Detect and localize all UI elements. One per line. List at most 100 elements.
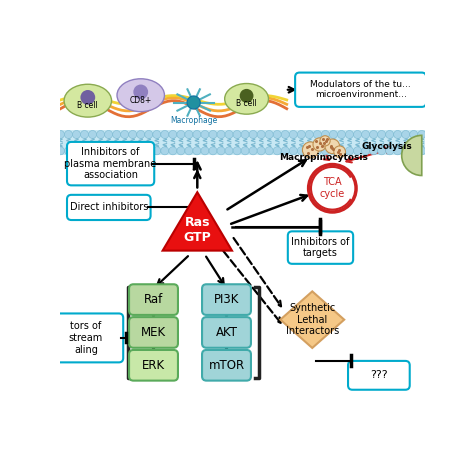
Circle shape bbox=[297, 147, 305, 155]
Circle shape bbox=[81, 90, 95, 105]
FancyBboxPatch shape bbox=[67, 195, 151, 220]
Circle shape bbox=[137, 130, 145, 138]
FancyBboxPatch shape bbox=[288, 231, 353, 264]
Circle shape bbox=[217, 130, 225, 138]
Circle shape bbox=[321, 130, 329, 138]
Text: B cell: B cell bbox=[77, 101, 98, 110]
Circle shape bbox=[410, 130, 418, 138]
Text: Macropinocytosis: Macropinocytosis bbox=[279, 153, 368, 162]
Circle shape bbox=[281, 147, 289, 155]
Circle shape bbox=[153, 147, 161, 155]
FancyBboxPatch shape bbox=[202, 350, 251, 381]
Circle shape bbox=[386, 130, 394, 138]
Circle shape bbox=[89, 147, 97, 155]
Circle shape bbox=[137, 147, 145, 155]
Circle shape bbox=[297, 130, 305, 138]
FancyBboxPatch shape bbox=[348, 361, 410, 390]
Circle shape bbox=[177, 147, 185, 155]
Polygon shape bbox=[280, 292, 344, 348]
Wedge shape bbox=[401, 136, 422, 175]
Text: Glycolysis: Glycolysis bbox=[362, 142, 412, 151]
Circle shape bbox=[169, 130, 177, 138]
Circle shape bbox=[378, 147, 386, 155]
Circle shape bbox=[121, 130, 128, 138]
Ellipse shape bbox=[117, 79, 164, 112]
Circle shape bbox=[105, 130, 113, 138]
Circle shape bbox=[121, 147, 128, 155]
Circle shape bbox=[185, 130, 193, 138]
Circle shape bbox=[273, 147, 281, 155]
Circle shape bbox=[185, 147, 193, 155]
Circle shape bbox=[113, 147, 121, 155]
Circle shape bbox=[209, 147, 217, 155]
Circle shape bbox=[370, 130, 378, 138]
Circle shape bbox=[378, 130, 386, 138]
Circle shape bbox=[329, 130, 337, 138]
Circle shape bbox=[394, 147, 401, 155]
Circle shape bbox=[329, 147, 337, 155]
Circle shape bbox=[337, 147, 346, 155]
Circle shape bbox=[133, 84, 148, 100]
Circle shape bbox=[64, 130, 73, 138]
Text: Macrophage: Macrophage bbox=[170, 116, 217, 125]
Circle shape bbox=[201, 147, 209, 155]
Text: Direct inhibitors: Direct inhibitors bbox=[70, 202, 148, 212]
FancyBboxPatch shape bbox=[129, 284, 178, 315]
FancyBboxPatch shape bbox=[129, 317, 178, 348]
Circle shape bbox=[410, 147, 418, 155]
Circle shape bbox=[346, 147, 354, 155]
Circle shape bbox=[128, 130, 137, 138]
Circle shape bbox=[418, 147, 426, 155]
Text: TCA
cycle: TCA cycle bbox=[320, 177, 345, 199]
Text: B cell: B cell bbox=[236, 99, 257, 108]
Circle shape bbox=[193, 130, 201, 138]
Text: CD8+: CD8+ bbox=[129, 96, 152, 105]
Circle shape bbox=[128, 147, 137, 155]
FancyBboxPatch shape bbox=[129, 350, 178, 381]
Circle shape bbox=[386, 147, 394, 155]
Circle shape bbox=[325, 139, 340, 154]
Circle shape bbox=[313, 147, 321, 155]
Circle shape bbox=[209, 130, 217, 138]
Circle shape bbox=[241, 147, 249, 155]
FancyBboxPatch shape bbox=[202, 317, 251, 348]
Circle shape bbox=[217, 147, 225, 155]
Text: ???: ??? bbox=[370, 370, 388, 380]
Text: PI3K: PI3K bbox=[214, 293, 239, 306]
Circle shape bbox=[320, 136, 330, 146]
Text: Synthetic
Lethal
Interactors: Synthetic Lethal Interactors bbox=[286, 303, 339, 336]
Circle shape bbox=[321, 147, 329, 155]
Circle shape bbox=[113, 130, 121, 138]
Circle shape bbox=[81, 147, 89, 155]
Ellipse shape bbox=[64, 84, 111, 117]
Circle shape bbox=[97, 130, 105, 138]
Circle shape bbox=[56, 130, 64, 138]
Text: Modulators of the tu...
microenvironment...: Modulators of the tu... microenvironment… bbox=[310, 80, 411, 100]
Bar bbox=[61, 130, 425, 155]
Text: Inhibitors of
targets: Inhibitors of targets bbox=[292, 237, 350, 258]
Text: Inhibitors of
plasma membrane
association: Inhibitors of plasma membrane associatio… bbox=[64, 147, 157, 180]
Circle shape bbox=[169, 147, 177, 155]
Circle shape bbox=[73, 147, 81, 155]
Circle shape bbox=[257, 130, 265, 138]
Circle shape bbox=[309, 164, 356, 212]
Circle shape bbox=[305, 130, 313, 138]
Text: AKT: AKT bbox=[216, 326, 237, 339]
Text: ERK: ERK bbox=[142, 359, 165, 372]
Text: Raf: Raf bbox=[144, 293, 163, 306]
Circle shape bbox=[313, 130, 321, 138]
Text: mTOR: mTOR bbox=[209, 359, 245, 372]
Circle shape bbox=[362, 147, 370, 155]
FancyBboxPatch shape bbox=[202, 284, 251, 315]
Circle shape bbox=[289, 147, 297, 155]
Circle shape bbox=[161, 147, 169, 155]
Circle shape bbox=[225, 147, 233, 155]
Circle shape bbox=[145, 130, 153, 138]
Circle shape bbox=[289, 130, 297, 138]
Ellipse shape bbox=[225, 83, 268, 114]
Circle shape bbox=[105, 147, 113, 155]
Circle shape bbox=[177, 130, 185, 138]
Circle shape bbox=[302, 142, 319, 158]
Circle shape bbox=[273, 130, 281, 138]
Circle shape bbox=[64, 147, 73, 155]
